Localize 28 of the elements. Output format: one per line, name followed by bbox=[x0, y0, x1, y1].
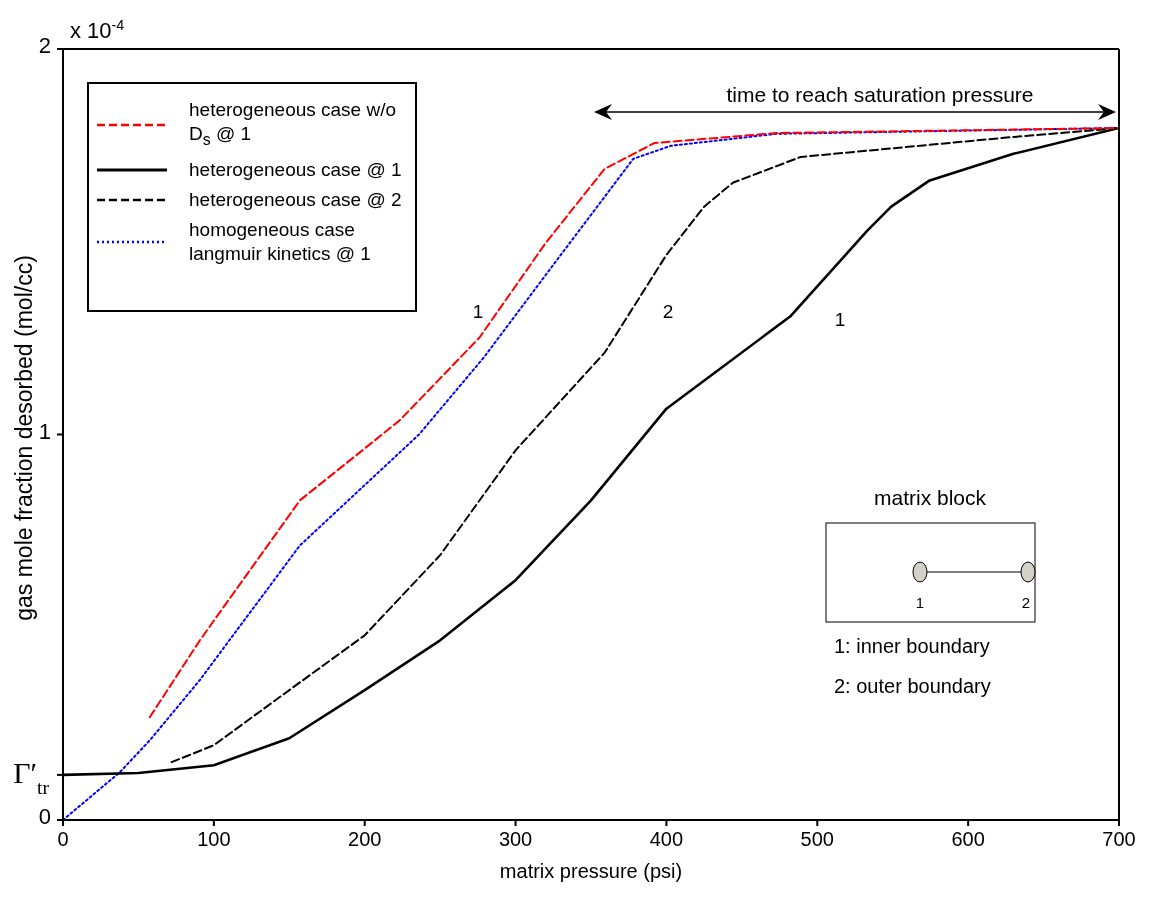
annotation: matrix block bbox=[873, 486, 987, 509]
x-tick-label: 500 bbox=[800, 828, 834, 851]
legend-label: homogeneous case langmuir kinetics @ 1 bbox=[189, 217, 372, 266]
x-tick-label: 700 bbox=[1102, 828, 1136, 851]
annotation: 1: inner boundary bbox=[834, 635, 990, 657]
annotation: 2: outer boundary bbox=[834, 675, 991, 697]
y-axis-title: gas mole fraction desorbed (mol/cc) bbox=[11, 255, 37, 621]
legend-label: heterogeneous case @ 2 bbox=[189, 187, 403, 212]
x-tick-label: 600 bbox=[951, 828, 985, 851]
annotation: 2 bbox=[662, 301, 674, 322]
annotation: 1 bbox=[834, 309, 846, 330]
x-axis-title: matrix pressure (psi) bbox=[499, 860, 683, 882]
y-tick-label: 2 bbox=[38, 33, 51, 58]
x-tick-label: 400 bbox=[649, 828, 684, 851]
legend-label: heterogeneous case @ 1 bbox=[189, 157, 403, 182]
annotation: time to reach saturation pressure bbox=[726, 83, 1034, 106]
annotation: 1 bbox=[472, 301, 484, 322]
text: x 10$^{-4}$ bbox=[70, 17, 125, 43]
x-tick-label: 200 bbox=[348, 828, 382, 851]
x-tick-label: 100 bbox=[197, 828, 231, 851]
annotation: 2 bbox=[1021, 594, 1031, 611]
legend-label: heterogeneous case w/o D$_{s}$ @ 1 bbox=[189, 98, 398, 150]
x-tick-label: 300 bbox=[498, 828, 533, 851]
y-tick-label: 1 bbox=[38, 418, 51, 444]
y-tick-label: 0 bbox=[38, 804, 51, 829]
y-tick-label: Γ′$_{tr}$ bbox=[13, 755, 50, 798]
x-tick-label: 0 bbox=[57, 828, 69, 851]
annotation: 1 bbox=[915, 594, 925, 611]
